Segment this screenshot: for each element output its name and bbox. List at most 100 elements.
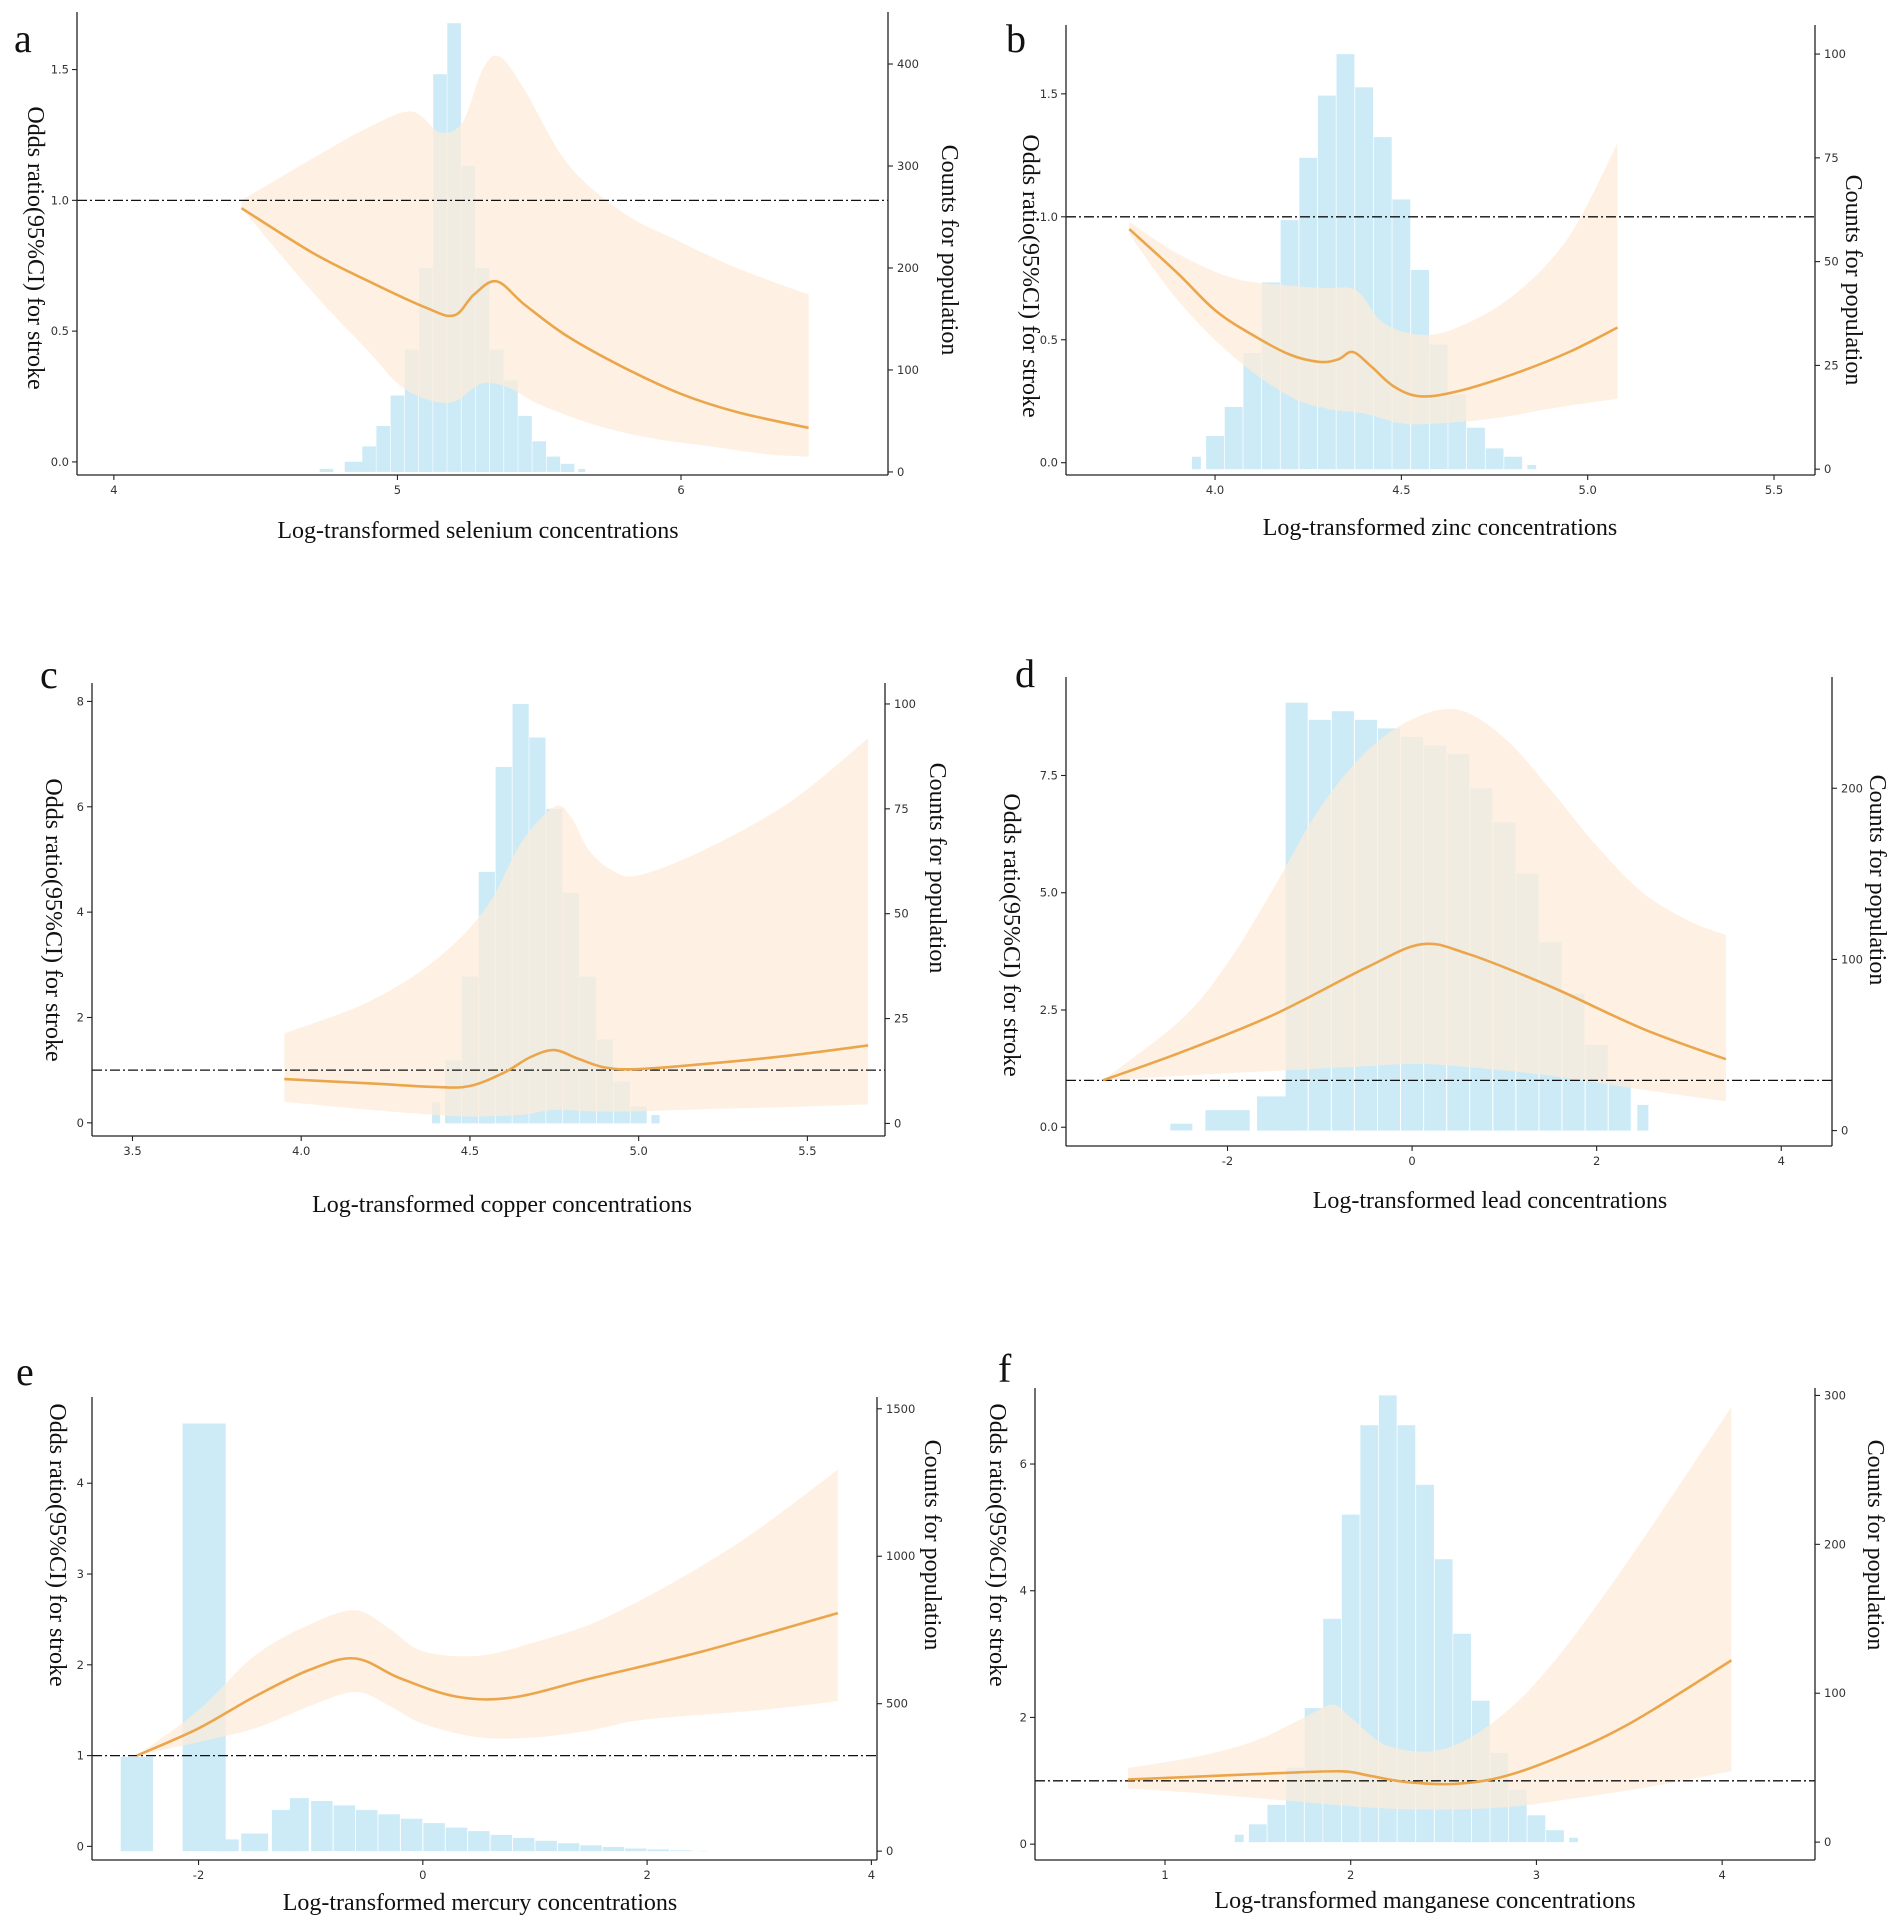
histogram-bar — [1234, 1834, 1244, 1843]
y2-axis-label: Counts for population — [1864, 775, 1890, 986]
histogram-bar — [1243, 353, 1262, 470]
histogram-bar — [1637, 1104, 1649, 1131]
x-tick-label: 2 — [1347, 1868, 1354, 1882]
x-axis-label: Log-transformed manganese concentrations — [1214, 1888, 1635, 1914]
histogram-bar — [1248, 1824, 1267, 1843]
y2-tick-label: 100 — [1824, 1686, 1846, 1700]
y2-tick-label: 75 — [894, 802, 909, 816]
odds-ratio-curve — [136, 1611, 839, 1757]
chart-panel-c: 3.5 4.0 4.5 5.0 5.5 0 2 4 6 8 0 25 50 75 100 Log-transf… — [40, 652, 950, 1218]
x-axis-label: Log-transformed copper concentrations — [312, 1192, 692, 1218]
y-axis-label: Odds ratio(95%CI) for stroke — [44, 1403, 70, 1686]
y2-tick-label: 200 — [1841, 781, 1863, 795]
histogram-bar — [1257, 1096, 1291, 1131]
histogram-bar — [356, 1809, 378, 1852]
y2-tick-label: 200 — [1824, 1537, 1846, 1551]
chart-panel-a: 4 5 6 0.0 0.5 1.0 1.5 0 100 200 300 400 Log-transfor… — [14, 12, 962, 544]
y-tick-label: 0.0 — [1040, 1120, 1058, 1134]
y-tick-label: 4 — [77, 905, 84, 919]
x-tick-label: 6 — [677, 483, 684, 497]
y-axis-label: Odds ratio(95%CI) for stroke — [984, 1403, 1010, 1686]
chart-panel-d: -2 0 2 4 0.0 2.5 5.0 7.5 0 100 200 Log-transformed … — [998, 651, 1890, 1214]
odds-ratio-curve — [1128, 228, 1619, 398]
x-tick-label: 4 — [868, 1868, 875, 1882]
y-tick-label: 6 — [1020, 1457, 1027, 1471]
confidence-band — [1127, 1407, 1732, 1810]
y2-tick-label: 0 — [1824, 1835, 1831, 1849]
confidence-band — [1129, 143, 1618, 425]
histogram-bar — [1317, 95, 1336, 470]
y-tick-label: 8 — [77, 694, 84, 708]
y2-tick-label: 1500 — [886, 1402, 915, 1416]
histogram-bar — [560, 463, 575, 472]
histogram-bar — [1527, 465, 1537, 470]
x-axis-label: Log-transformed mercury concentrations — [283, 1890, 678, 1916]
x-tick-label: 4.0 — [1206, 483, 1224, 497]
histogram-bar — [1504, 456, 1523, 470]
histogram-bar — [1170, 1123, 1193, 1131]
histogram-bar — [378, 1814, 400, 1852]
histogram-bar — [390, 395, 405, 472]
histogram-bar — [535, 1840, 557, 1852]
histogram-bar — [120, 1756, 153, 1852]
x-tick-label: 1 — [1161, 1868, 1168, 1882]
histogram-bar — [445, 1827, 468, 1852]
histogram-bar — [344, 461, 366, 472]
y2-axis-label: Counts for population — [1862, 1440, 1888, 1651]
panel-label: b — [1006, 16, 1026, 61]
y2-tick-label: 400 — [897, 57, 919, 71]
chart-panel-f: 1 2 3 4 0 2 4 6 0 100 200 300 Log-transformed mangan… — [984, 1346, 1888, 1914]
x-tick-label: 4.0 — [292, 1144, 310, 1158]
x-tick-label: 2 — [1593, 1154, 1600, 1168]
confidence-band — [284, 738, 869, 1117]
histogram-bar — [214, 1839, 239, 1852]
y2-tick-label: 50 — [894, 907, 909, 921]
x-axis-label: Log-transformed zinc concentrations — [1263, 515, 1618, 541]
x-tick-label: -2 — [1222, 1154, 1233, 1168]
histogram-bar — [362, 446, 376, 472]
histogram-e — [120, 1423, 709, 1852]
y2-tick-label: 500 — [886, 1697, 908, 1711]
panel-label: a — [14, 16, 32, 61]
y-axis-label: Odds ratio(95%CI) for stroke — [998, 793, 1024, 1076]
y-tick-label: 1.5 — [1040, 87, 1058, 101]
histogram-bar — [1224, 406, 1243, 470]
y2-axis-label: Counts for population — [924, 763, 950, 974]
y2-tick-label: 100 — [894, 697, 916, 711]
y2-tick-label: 0 — [1841, 1124, 1848, 1138]
y-tick-label: 4 — [1020, 1584, 1027, 1598]
histogram-bar — [532, 441, 546, 472]
x-tick-label: 3 — [1533, 1868, 1540, 1882]
y2-axis-label: Counts for population — [919, 1440, 945, 1651]
y-tick-label: 2 — [1020, 1710, 1027, 1724]
y-tick-label: 2 — [77, 1010, 84, 1024]
histogram-bar — [1569, 1837, 1578, 1843]
y-tick-label: 0.5 — [1040, 333, 1058, 347]
x-tick-label: 4.5 — [1392, 483, 1410, 497]
y2-tick-label: 100 — [1841, 952, 1863, 966]
histogram-bar — [468, 1831, 490, 1852]
y2-tick-label: 1000 — [886, 1549, 915, 1563]
y-tick-label: 6 — [77, 800, 84, 814]
histogram-bar — [271, 1809, 294, 1852]
histogram-bar — [651, 1115, 660, 1124]
x-tick-label: 4 — [1778, 1154, 1785, 1168]
y-tick-label: 2 — [77, 1658, 84, 1672]
histogram-bar — [1192, 456, 1201, 470]
y2-tick-label: 0 — [894, 1116, 901, 1130]
x-tick-label: 5.5 — [798, 1144, 816, 1158]
histogram-bar — [1485, 448, 1504, 470]
histogram-bar — [1453, 1633, 1471, 1843]
y-tick-label: 1 — [77, 1749, 84, 1763]
y2-tick-label: 25 — [1824, 358, 1839, 372]
histogram-bar — [504, 380, 518, 472]
histogram-bar — [1546, 1830, 1564, 1843]
y-tick-label: 3 — [77, 1567, 84, 1581]
panel-label: c — [40, 652, 58, 697]
y-tick-label: 1.0 — [1040, 210, 1058, 224]
histogram-bar — [241, 1833, 269, 1852]
y2-axis-label: Counts for population — [1840, 175, 1866, 386]
panel-label: e — [16, 1349, 34, 1394]
